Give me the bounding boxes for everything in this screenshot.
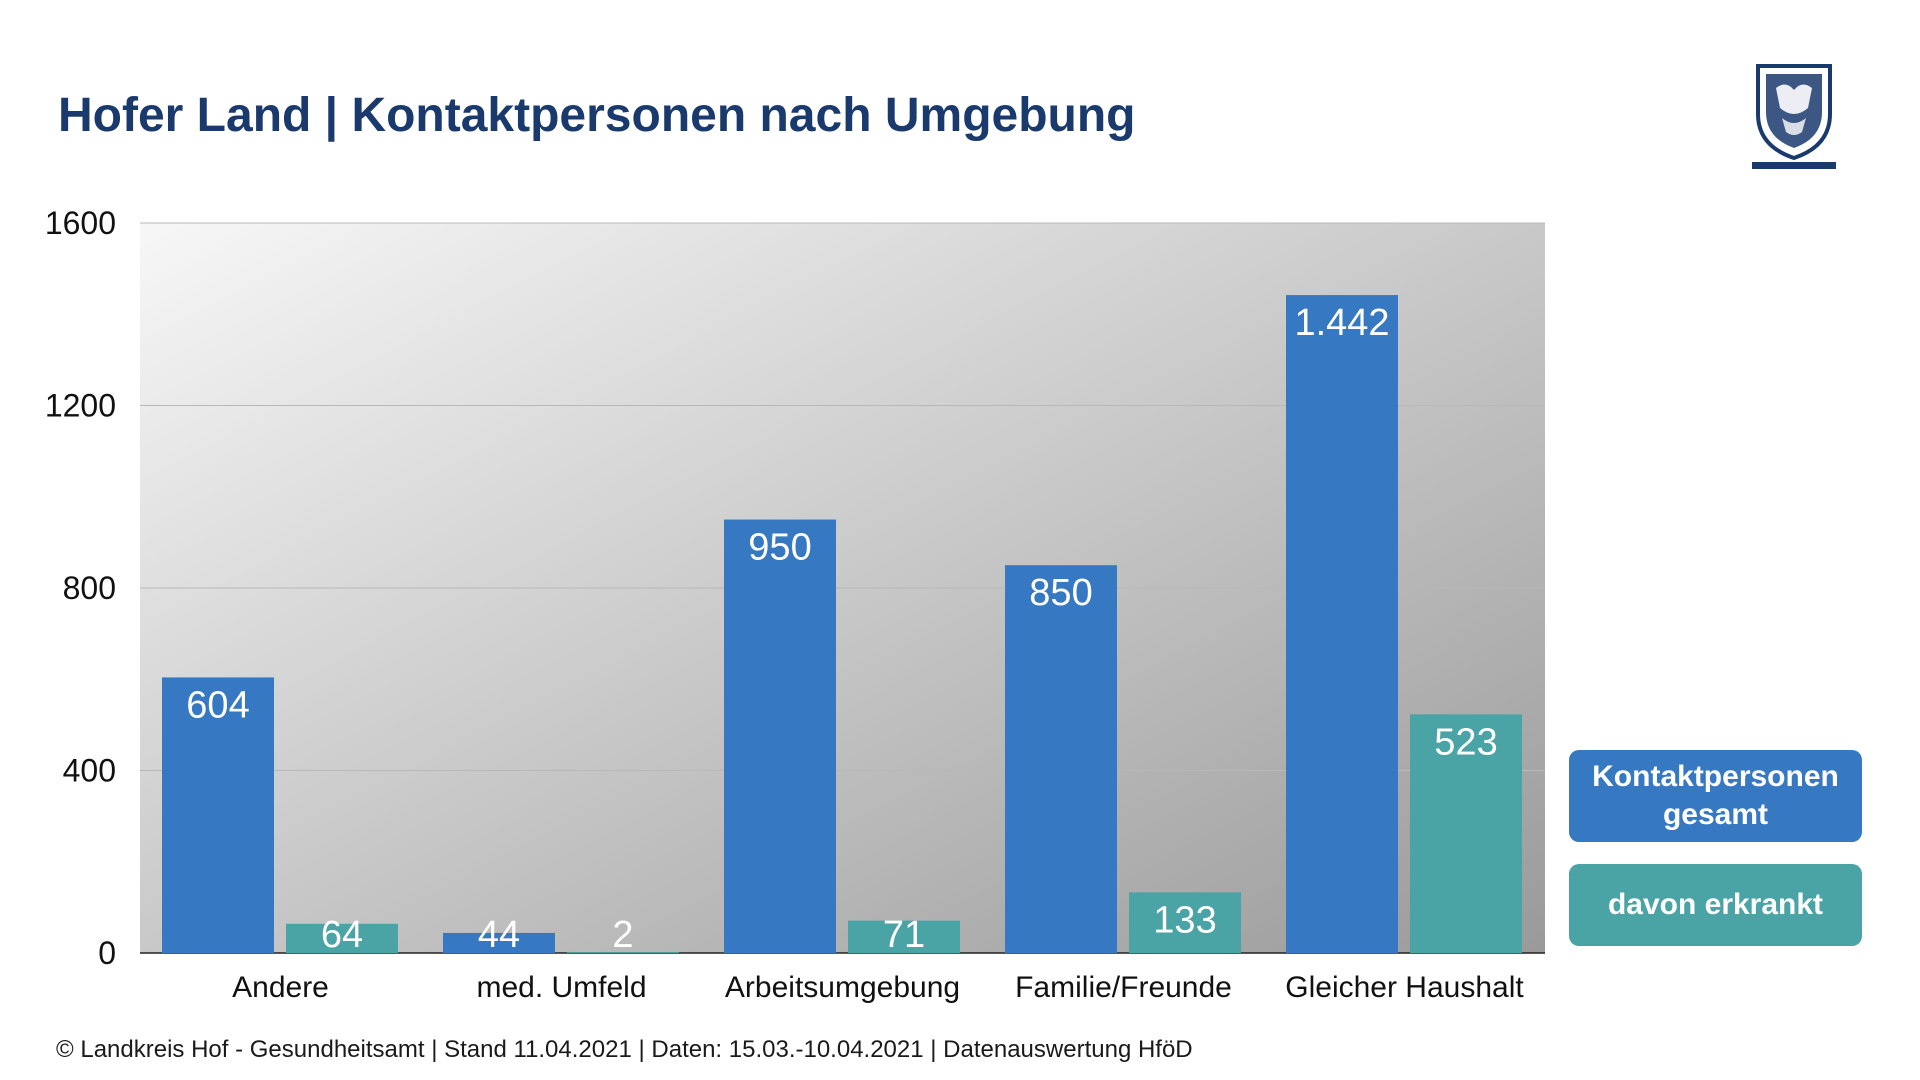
bar-value-label: 44 <box>478 914 520 956</box>
bar-erkrankt <box>1129 892 1241 953</box>
y-tick-label: 1600 <box>45 205 116 241</box>
y-tick-label: 400 <box>63 753 116 789</box>
x-category-label: Andere <box>232 971 329 1004</box>
bar-value-label: 71 <box>883 914 925 956</box>
legend-label: davon erkrankt <box>1607 888 1824 921</box>
bar-erkrankt <box>1410 714 1522 953</box>
x-category-label: Arbeitsumgebung <box>725 971 960 1004</box>
bar-erkrankt <box>848 920 960 953</box>
legend-item-erkrankt: davon erkrankt <box>1569 864 1862 946</box>
bar-kontaktpersonen <box>1005 565 1117 953</box>
bar-kontaktpersonen <box>162 677 274 953</box>
bar-value-label: 523 <box>1434 721 1497 763</box>
x-category-label: Gleicher Haushalt <box>1285 971 1524 1004</box>
bar-kontaktpersonen <box>443 932 555 953</box>
y-tick-label: 800 <box>63 570 116 606</box>
coat-of-arms-icon <box>1752 64 1836 169</box>
bar-value-label: 2 <box>612 914 633 956</box>
y-tick-label: 1200 <box>45 388 116 424</box>
legend-label: Kontaktpersonen gesamt <box>1592 760 1839 831</box>
bar-kontaktpersonen <box>724 519 836 953</box>
bar-value-label: 1.442 <box>1294 302 1389 344</box>
y-tick-label: 0 <box>98 935 116 971</box>
bar-kontaktpersonen <box>1286 295 1398 953</box>
footer-credits: © Landkreis Hof - Gesundheitsamt | Stand… <box>56 1036 1193 1063</box>
bar-erkrankt <box>286 923 398 953</box>
bar-value-label: 950 <box>748 527 811 569</box>
page-title: Hofer Land | Kontaktpersonen nach Umgebu… <box>58 89 1136 142</box>
bar-erkrankt <box>567 952 679 953</box>
bar-value-label: 604 <box>186 684 249 726</box>
legend-item-kontaktpersonen: Kontaktpersonen gesamt <box>1569 750 1862 842</box>
bar-value-label: 133 <box>1153 899 1216 941</box>
bar-value-label: 64 <box>321 914 363 956</box>
x-category-label: med. Umfeld <box>476 971 646 1004</box>
x-category-label: Familie/Freunde <box>1015 971 1232 1004</box>
bar-value-label: 850 <box>1029 572 1092 614</box>
